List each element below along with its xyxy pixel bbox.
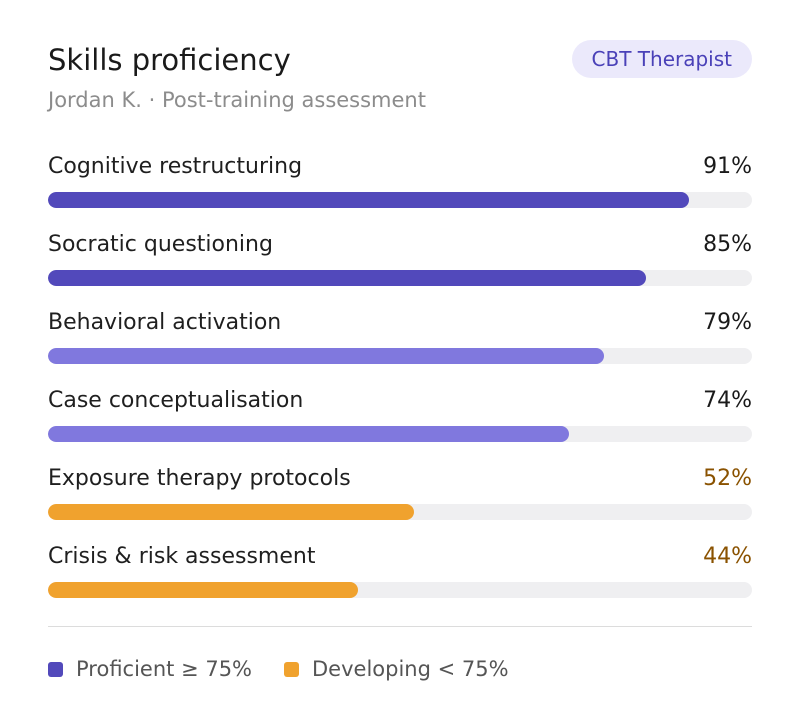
skill-percent-label: 85% xyxy=(703,232,752,257)
skill-row: Case conceptualisation 74% xyxy=(48,384,752,462)
skill-percent-label: 79% xyxy=(703,310,752,335)
progress-track xyxy=(48,192,752,208)
skill-label: Socratic questioning xyxy=(48,232,273,257)
skill-row: Socratic questioning 85% xyxy=(48,228,752,306)
legend-swatch xyxy=(284,661,300,677)
skill-row: Cognitive restructuring 91% xyxy=(48,150,752,228)
skill-row: Exposure therapy protocols 52% xyxy=(48,462,752,540)
progress-track xyxy=(48,582,752,598)
progress-bar-fill xyxy=(48,582,358,598)
legend-label: Proficient ≥ 75% xyxy=(76,657,253,681)
skill-percent-label: 91% xyxy=(703,154,752,179)
card-title: Skills proficiency xyxy=(48,43,291,77)
skill-row: Behavioral activation 79% xyxy=(48,306,752,384)
divider xyxy=(48,626,752,627)
progress-bar-fill xyxy=(48,192,689,208)
legend-item: Developing < 75% xyxy=(284,655,509,683)
skill-label: Case conceptualisation xyxy=(48,388,304,413)
legend-item: Proficient ≥ 75% xyxy=(48,655,252,683)
skill-row: Crisis & risk assessment 44% xyxy=(48,540,752,618)
progress-track xyxy=(48,504,752,520)
skills-bar-list: Cognitive restructuring 91% Socratic quest… xyxy=(48,150,752,618)
skill-percent-label: 74% xyxy=(703,388,752,413)
skill-percent-label: 44% xyxy=(703,544,752,569)
progress-track xyxy=(48,426,752,442)
role-badge: CBT Therapist xyxy=(571,40,752,78)
legend-label: Developing < 75% xyxy=(312,657,509,681)
progress-track xyxy=(48,348,752,364)
card-header: Skills proficiency Jordan K. · Post-trai… xyxy=(48,40,752,120)
skill-label: Exposure therapy protocols xyxy=(48,466,351,491)
progress-bar-fill xyxy=(48,348,605,364)
card-subtitle: Jordan K. · Post-training assessment xyxy=(48,88,426,112)
progress-track xyxy=(48,270,752,286)
skill-label: Behavioral activation xyxy=(48,310,282,335)
legend-swatch xyxy=(48,661,63,677)
skill-label: Cognitive restructuring xyxy=(48,154,303,179)
skill-percent-label: 52% xyxy=(703,466,752,491)
progress-bar-fill xyxy=(48,270,647,286)
legend: Proficient ≥ 75% Developing < 75% xyxy=(48,654,541,684)
progress-bar-fill xyxy=(48,426,569,442)
progress-bar-fill xyxy=(48,504,415,520)
skill-label: Crisis & risk assessment xyxy=(48,544,316,569)
